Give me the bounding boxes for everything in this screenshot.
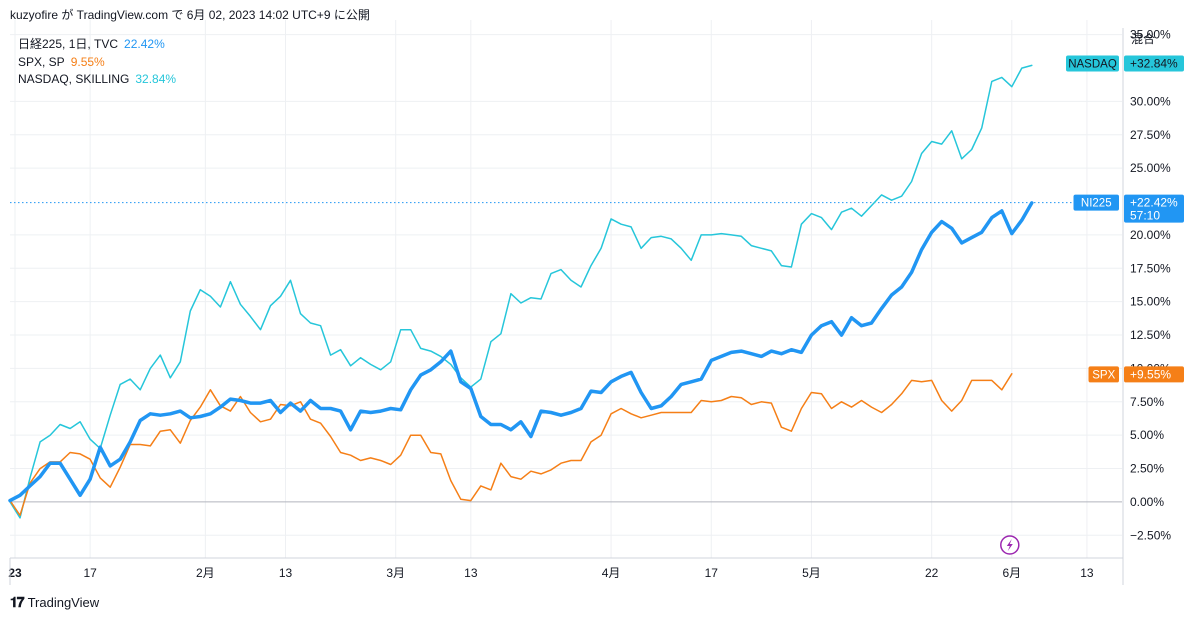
price-tag-name: SPX bbox=[1092, 369, 1115, 381]
legend-row-nasdaq[interactable]: NASDAQ, SKILLING 32.84% bbox=[18, 71, 176, 89]
legend-name: SPX, SP bbox=[18, 54, 65, 69]
x-tick-label: 4月 bbox=[602, 566, 621, 580]
price-tag-name-bg bbox=[1073, 194, 1119, 211]
grid bbox=[10, 20, 1122, 558]
y-tick-label: 25.00% bbox=[1130, 161, 1171, 175]
x-tick-label: 5月 bbox=[802, 566, 821, 580]
series-line-spx bbox=[9, 373, 1013, 517]
x-tick-label: 13 bbox=[1080, 566, 1094, 580]
legend-name: 日経225, 1日, TVC bbox=[18, 37, 119, 51]
y-tick-label: 12.50% bbox=[1130, 328, 1171, 342]
x-tick-label: 23 bbox=[8, 566, 22, 580]
y-tick-label: 15.00% bbox=[1130, 295, 1171, 309]
price-tag-value: +9.55% bbox=[1130, 367, 1171, 381]
x-tick-label: 17 bbox=[83, 566, 97, 580]
zero-line bbox=[10, 202, 1122, 503]
x-tick-label: 2月 bbox=[196, 566, 215, 580]
price-tag-value-bg bbox=[1124, 55, 1184, 72]
legend-value: 32.84% bbox=[135, 72, 177, 86]
price-tag-name: NI225 bbox=[1081, 198, 1112, 210]
axes: 35.00% 30.00% 27.50% 25.00% 20.00% 17.50% 15.0… bbox=[8, 28, 1171, 585]
y-tick-label: 2.50% bbox=[1130, 462, 1164, 476]
y-tick-label: 7.50% bbox=[1130, 395, 1164, 409]
legend: 日経225, 1日, TVC 22.42% SPX, SP 9.55% NASDAQ… bbox=[18, 36, 176, 89]
y-tick-label: 17.50% bbox=[1130, 261, 1171, 275]
publish-header: kuzyofire が TradingView.com で 6月 02, 202… bbox=[10, 8, 370, 22]
legend-value: 22.42% bbox=[124, 37, 165, 51]
legend-value: 9.55% bbox=[70, 54, 105, 69]
x-tick-label: 3月 bbox=[386, 566, 405, 580]
legend-name: NASDAQ, SKILLING bbox=[18, 72, 130, 86]
price-tag-value: +32.84% bbox=[1130, 57, 1178, 71]
y-tick-label: 35.00% bbox=[1130, 28, 1171, 42]
tradingview-footer[interactable]: 𝟏𝟕 TradingView bbox=[10, 594, 99, 611]
legend-row-spx[interactable]: SPX, SP 9.55% bbox=[18, 54, 176, 72]
series-line-nasdaq bbox=[9, 64, 1033, 519]
price-tags: NASDAQ +32.84% NI225 +22.42%57:10 SPX +9.55% bbox=[1066, 55, 1184, 383]
y-tick-label: 30.00% bbox=[1130, 94, 1171, 108]
price-tag-value: +22.42% bbox=[1130, 196, 1178, 210]
y-tick-label: 0.00% bbox=[1130, 495, 1164, 509]
y-tick-label: 5.00% bbox=[1130, 428, 1164, 442]
y-tick-label: −2.50% bbox=[1130, 528, 1171, 542]
scale-mode-label: 混合 bbox=[1131, 31, 1155, 46]
lightning-bolt-icon bbox=[1006, 539, 1013, 551]
x-tick-label: 13 bbox=[464, 566, 478, 580]
price-tag-value-bg bbox=[1124, 194, 1184, 223]
y-tick-label: 27.50% bbox=[1130, 128, 1171, 142]
x-tick-label: 13 bbox=[279, 566, 293, 580]
x-tick-label: 6月 bbox=[1002, 566, 1021, 580]
brand-label: TradingView bbox=[27, 595, 100, 610]
price-tag-value-bg bbox=[1124, 366, 1184, 383]
tradingview-logo-icon: 𝟏𝟕 bbox=[10, 594, 25, 610]
x-tick-label: 22 bbox=[925, 566, 939, 580]
series-lines bbox=[8, 64, 1034, 519]
price-tag-name-bg bbox=[1088, 366, 1119, 383]
x-tick-label: 17 bbox=[705, 566, 719, 580]
markers bbox=[1000, 535, 1020, 555]
price-tag-countdown: 57:10 bbox=[1130, 209, 1160, 223]
price-tag-name-bg bbox=[1066, 55, 1119, 72]
legend-row-nikkei[interactable]: 日経225, 1日, TVC 22.42% bbox=[18, 36, 176, 54]
series-line-ni225 bbox=[8, 201, 1034, 503]
y-tick-label: 20.00% bbox=[1130, 228, 1171, 242]
price-tag-name: NASDAQ bbox=[1068, 59, 1117, 71]
